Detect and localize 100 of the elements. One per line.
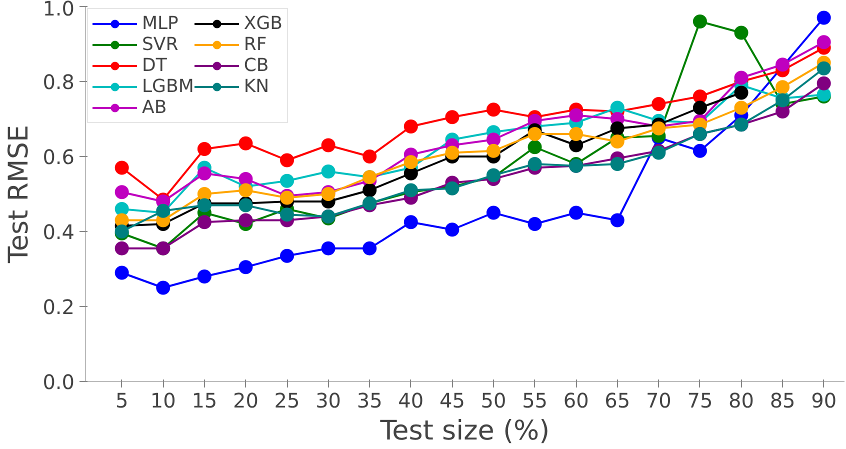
point xyxy=(445,222,460,237)
point xyxy=(692,90,707,104)
point xyxy=(486,206,500,220)
point xyxy=(692,14,707,28)
point xyxy=(569,206,584,220)
point xyxy=(569,138,584,152)
point xyxy=(197,187,212,201)
point xyxy=(321,241,336,256)
point xyxy=(610,213,624,228)
point xyxy=(734,86,748,100)
point xyxy=(238,213,253,228)
point xyxy=(114,185,129,200)
x-tick-label: 40 xyxy=(398,388,424,412)
point xyxy=(610,157,624,171)
point xyxy=(692,144,707,158)
x-tick-label: 35 xyxy=(356,388,382,412)
x-tick-label: 50 xyxy=(480,388,506,412)
y-tick-label: 0.6 xyxy=(42,145,75,169)
point xyxy=(528,140,542,154)
x-tick-label: 5 xyxy=(115,388,128,412)
point xyxy=(486,132,500,147)
point xyxy=(238,183,253,198)
point xyxy=(734,26,748,40)
point xyxy=(404,166,418,180)
x-tick-label: 75 xyxy=(687,388,713,412)
x-tick-label: 90 xyxy=(811,388,837,412)
point xyxy=(321,138,336,152)
point xyxy=(238,260,253,274)
legend-label: MLP xyxy=(142,13,178,34)
point xyxy=(652,97,666,111)
point xyxy=(362,150,377,164)
legend-label: DT xyxy=(142,55,167,76)
point xyxy=(197,215,212,230)
point xyxy=(114,202,129,216)
point xyxy=(404,155,418,170)
y-axis-title: Test RMSE xyxy=(4,124,35,264)
point xyxy=(280,153,294,168)
legend-label: LGBM xyxy=(142,76,194,97)
point xyxy=(404,120,418,134)
point xyxy=(280,208,294,222)
x-tick-label: 10 xyxy=(150,388,176,412)
point xyxy=(404,215,418,230)
y-tick-label: 0.2 xyxy=(42,295,75,319)
y-tick-label: 0.0 xyxy=(42,370,75,394)
point xyxy=(610,121,624,136)
x-tick-label: 55 xyxy=(522,388,548,412)
point xyxy=(114,160,129,175)
point xyxy=(528,127,542,141)
x-tick-label: 45 xyxy=(439,388,465,412)
point xyxy=(486,144,500,158)
point xyxy=(816,61,831,76)
y-tick-label: 0.8 xyxy=(42,70,75,94)
legend-label: RF xyxy=(244,34,267,55)
legend-label: SVR xyxy=(142,34,178,55)
point xyxy=(280,174,294,188)
point xyxy=(445,146,460,160)
point xyxy=(692,100,707,115)
point xyxy=(610,134,624,148)
point xyxy=(156,280,170,295)
point xyxy=(114,241,129,256)
x-tick-label: 15 xyxy=(192,388,218,412)
y-tick-label: 1.0 xyxy=(42,0,75,20)
point xyxy=(486,102,500,117)
point xyxy=(569,127,584,141)
legend-label: AB xyxy=(142,97,167,118)
y-tick-label: 0.4 xyxy=(42,220,75,244)
point xyxy=(734,70,748,85)
point xyxy=(238,172,253,186)
point xyxy=(776,80,790,94)
x-tick-label: 60 xyxy=(563,388,589,412)
x-tick-label: 30 xyxy=(316,388,342,412)
x-tick-label: 85 xyxy=(770,388,796,412)
point xyxy=(816,35,831,50)
point xyxy=(610,100,624,115)
point xyxy=(816,10,831,25)
point xyxy=(280,248,294,263)
legend-label: CB xyxy=(244,55,269,76)
point xyxy=(528,157,542,171)
x-tick-label: 70 xyxy=(646,388,672,412)
x-tick-label: 80 xyxy=(728,388,754,412)
legend-label: KN xyxy=(244,76,270,97)
x-axis-title: Test size (%) xyxy=(379,416,550,446)
legend-label: XGB xyxy=(244,13,282,34)
point xyxy=(114,266,129,280)
x-tick-label: 20 xyxy=(233,388,258,412)
point xyxy=(321,164,336,178)
point xyxy=(528,217,542,231)
point xyxy=(569,108,584,122)
point xyxy=(734,100,748,115)
point xyxy=(776,104,790,118)
point xyxy=(197,270,212,284)
point xyxy=(445,110,460,124)
x-tick-label: 65 xyxy=(604,388,630,412)
point xyxy=(816,76,831,90)
point xyxy=(197,142,212,156)
x-tick-label: 25 xyxy=(274,388,300,412)
point xyxy=(362,183,377,198)
point xyxy=(197,166,212,180)
point xyxy=(238,136,253,150)
point xyxy=(362,241,377,256)
